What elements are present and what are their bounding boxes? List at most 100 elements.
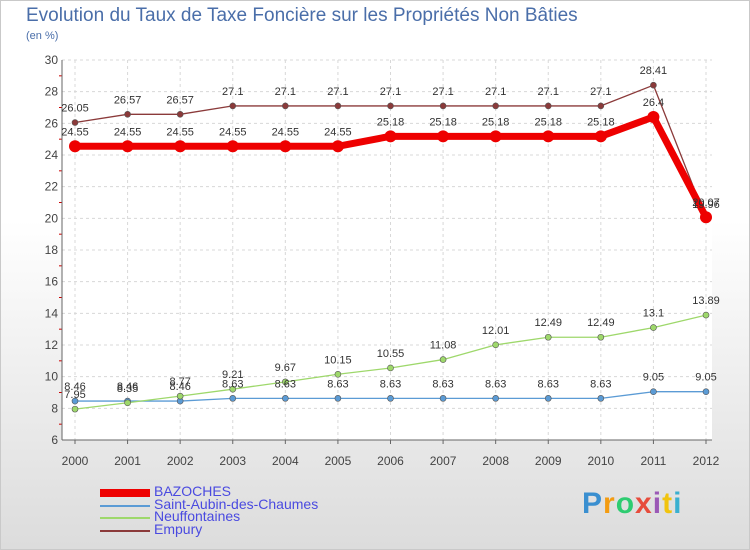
y-tick-label: 20 [45,211,59,225]
x-tick-label: 2003 [219,454,246,468]
series-point-0 [384,130,397,143]
logo-letter: P [582,487,604,520]
series-point-0 [279,140,292,153]
series-point-2 [387,364,394,372]
series-point-1 [439,395,447,402]
data-label-1: 8.63 [538,378,559,390]
y-tick-label: 24 [45,148,59,162]
y-tick-label: 12 [45,338,59,352]
logo-letter: i [652,487,663,520]
series-point-3 [229,102,237,110]
series-point-0 [121,140,134,153]
data-label-1: 8.46 [117,381,138,393]
x-tick-label: 2007 [430,454,457,468]
y-tick-label: 8 [51,401,58,415]
y-tick-label: 10 [45,370,59,384]
data-label-1: 8.63 [380,378,401,390]
data-label-2: 11.08 [430,340,457,352]
logo-letter: x [635,487,653,520]
data-label-0: 24.55 [272,126,300,138]
data-label-2: 13.1 [643,308,664,320]
series-point-2 [229,385,237,393]
data-label-1: 8.63 [222,378,243,390]
series-point-3 [124,111,131,118]
legend-item: Empury [100,520,360,537]
data-label-3: 19.96 [692,199,720,211]
data-label-1: 8.63 [485,378,506,390]
data-label-0: 25.18 [587,116,615,128]
data-label-3: 26.57 [114,94,142,106]
logo-letter: r [603,487,616,520]
y-tick-label: 22 [45,180,59,194]
data-label-3: 26.57 [166,94,194,106]
legend-swatch [100,504,150,507]
data-label-1: 9.05 [643,372,664,384]
series-point-0 [174,140,187,153]
logo-letter: t [662,487,674,520]
series-point-0 [489,130,502,143]
x-tick-label: 2002 [167,454,194,468]
data-label-0: 24.55 [61,126,89,138]
series-point-1 [334,395,342,402]
data-label-0: 20.07 [692,197,720,209]
legend-swatch [100,489,150,497]
x-tick-label: 2004 [272,454,299,468]
data-label-1: 9.05 [695,372,716,384]
logo-letter: o [615,487,636,520]
data-label-3: 27.1 [327,86,348,98]
series-point-1 [387,395,394,402]
legend-item: Neuffontaines [100,508,360,524]
series-point-0 [69,140,81,153]
data-label-2: 9.67 [275,362,296,374]
y-tick-label: 14 [45,306,59,320]
y-tick-label: 26 [45,116,59,130]
y-tick-label: 28 [45,85,59,99]
data-label-3: 27.1 [222,86,243,98]
series-point-2 [176,392,184,400]
series-point-1 [229,395,237,402]
x-tick-label: 2009 [535,454,562,468]
series-point-3 [71,119,79,126]
series-point-3 [650,81,657,89]
data-label-3: 27.1 [432,86,453,98]
x-tick-label: 2000 [62,454,89,468]
x-tick-label: 2012 [693,454,720,468]
series-point-1 [650,388,657,396]
x-tick-label: 2001 [114,454,141,468]
data-label-0: 25.18 [482,116,510,128]
legend-label: Saint-Aubin-des-Chaumes [154,495,319,512]
data-label-2: 10.15 [324,354,352,366]
data-label-0: 24.55 [324,126,352,138]
series-point-2 [492,341,499,349]
x-tick-label: 2005 [325,454,352,468]
x-tick-label: 2006 [377,454,404,468]
data-label-3: 27.1 [275,86,296,98]
series-point-2 [124,399,131,407]
y-tick-label: 30 [45,53,59,67]
y-tick-label: 16 [45,275,59,289]
data-label-3: 28.41 [640,65,668,77]
series-point-0 [647,111,660,123]
series-point-0 [700,211,712,224]
data-label-3: 27.1 [485,86,506,98]
data-label-0: 25.18 [534,116,562,128]
series-point-2 [650,324,657,331]
data-label-2: 7.95 [64,389,85,401]
x-tick-label: 2011 [641,454,667,468]
data-label-1: 8.63 [275,378,296,390]
x-tick-label: 2010 [587,454,614,468]
series-point-0 [331,140,344,153]
series-point-1 [282,395,289,402]
legend-item: BAZOCHES [100,483,360,499]
logo-letter: i [673,487,683,520]
series-point-0 [542,130,555,143]
data-label-1: 8.46 [64,381,85,393]
legend-swatch [100,517,150,519]
y-tick-label: 18 [45,243,59,257]
series-point-1 [597,395,605,402]
y-tick-label: 6 [51,433,58,447]
legend-label: BAZOCHES [154,483,232,499]
series-point-1 [71,397,79,405]
series-point-3 [176,111,184,118]
legend-label: Empury [154,520,203,537]
